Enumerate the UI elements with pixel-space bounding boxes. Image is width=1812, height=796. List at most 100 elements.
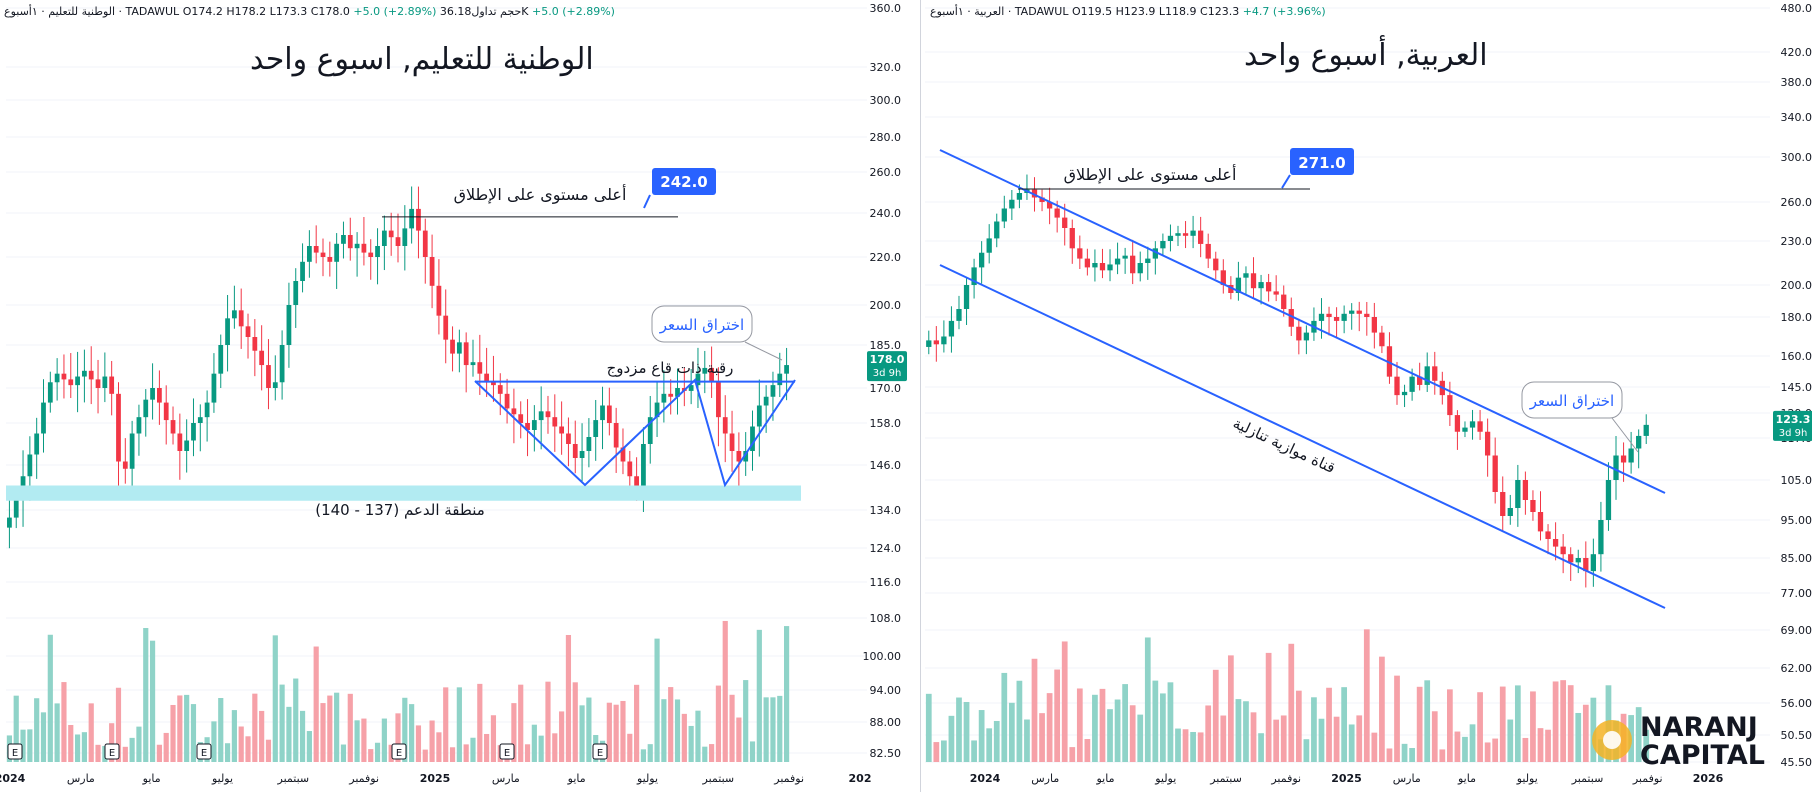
- volume-bar: [1213, 670, 1219, 762]
- candle-body: [266, 365, 271, 388]
- last-price-value: 178.0: [870, 353, 905, 366]
- candle-body: [62, 374, 67, 380]
- volume-bar: [573, 682, 578, 762]
- volume-bar: [1047, 693, 1053, 762]
- candle-body: [1644, 425, 1649, 436]
- double-bottom-pattern: [475, 380, 795, 485]
- volume-bar: [61, 682, 66, 762]
- volume-bar: [1575, 713, 1581, 762]
- left-change: +5.0 (+2.89%): [353, 5, 436, 18]
- volume-bar: [27, 729, 32, 762]
- candle-body: [1092, 263, 1097, 267]
- ath-badge-pointer: [1282, 175, 1290, 188]
- candle-body: [1598, 520, 1603, 554]
- volume-bar: [75, 734, 80, 762]
- candle-body: [157, 388, 162, 403]
- candle-body: [730, 434, 735, 452]
- candle-body: [1613, 456, 1618, 481]
- candle-body: [116, 394, 121, 462]
- volume-bar: [1560, 680, 1566, 762]
- candle-body: [1447, 395, 1452, 415]
- volume-bar: [695, 711, 700, 762]
- candle-body: [164, 403, 169, 421]
- left-high: H178.2: [226, 5, 266, 18]
- volume-bar: [1288, 644, 1294, 762]
- candle-body: [1508, 508, 1513, 516]
- volume-bar: [770, 697, 775, 762]
- candle-body: [1213, 259, 1218, 271]
- x-tick-label: مارس: [1031, 772, 1059, 785]
- volume-bar: [130, 738, 135, 762]
- volume-bar: [1273, 720, 1279, 762]
- volume-bar: [654, 639, 659, 762]
- channel-lower-line: [940, 265, 1665, 608]
- volume-bar: [280, 685, 285, 762]
- earnings-marker-label: E: [201, 748, 207, 759]
- candle-body: [341, 235, 346, 244]
- candle-body: [532, 420, 537, 430]
- left-volume-change: +5.0 (+2.89%): [532, 5, 615, 18]
- candle-body: [82, 371, 87, 377]
- candle-body: [273, 382, 278, 388]
- candle-body: [1485, 432, 1490, 456]
- candle-body: [382, 231, 387, 246]
- right-symbol: العربية · ١أسبوع · TADAWUL: [930, 5, 1068, 18]
- y-tick-label: 85.00: [1781, 552, 1812, 565]
- x-tick-label: مايو: [1096, 772, 1115, 785]
- volume-bar: [614, 705, 619, 762]
- candle-body: [416, 209, 421, 231]
- volume-bar: [994, 721, 1000, 762]
- volume-bar: [184, 695, 189, 762]
- volume-bar: [607, 703, 612, 762]
- candle-body: [437, 286, 442, 316]
- candle-body: [1198, 231, 1203, 244]
- y-tick-label: 50.50: [1781, 729, 1812, 742]
- volume-bar: [1304, 739, 1310, 762]
- candle-body: [280, 345, 285, 382]
- volume-bar: [1455, 732, 1461, 762]
- volume-bar: [423, 750, 428, 762]
- volume-bar: [675, 699, 680, 762]
- volume-bar: [429, 721, 434, 762]
- y-tick-label: 146.0: [870, 459, 902, 472]
- volume-bar: [764, 697, 769, 762]
- volume-bar: [1183, 729, 1189, 762]
- candle-body: [593, 420, 598, 437]
- volume-bar: [34, 698, 39, 762]
- volume-bar: [409, 704, 414, 762]
- volume-bar: [1220, 716, 1226, 762]
- y-tick-label: 300.0: [1781, 151, 1812, 164]
- volume-bar: [1175, 729, 1181, 762]
- left-symbol: الوطنية للتعليم · ١أسبوع · TADAWUL: [4, 5, 179, 18]
- candle-body: [1606, 480, 1611, 520]
- y-tick-label: 360.0: [870, 2, 902, 15]
- volume-bar: [579, 705, 584, 762]
- volume-bar: [784, 626, 789, 762]
- y-tick-label: 280.0: [870, 131, 902, 144]
- candle-body: [334, 244, 339, 262]
- candle-body: [225, 318, 230, 345]
- volume-bar: [1500, 687, 1506, 762]
- x-tick-label: نوفمبر: [348, 772, 379, 785]
- volume-bar: [1507, 720, 1513, 762]
- volume-bar: [539, 736, 544, 762]
- volume-bar: [1477, 692, 1483, 762]
- right-chart-title: العربية, أسبوع واحد: [1244, 38, 1488, 73]
- candle-body: [1515, 480, 1520, 508]
- volume-bar: [545, 682, 550, 762]
- candle-body: [89, 371, 94, 380]
- volume-bar: [491, 715, 496, 762]
- candle-body: [375, 246, 380, 257]
- volume-bar: [41, 712, 46, 762]
- x-tick-label: نوفمبر: [773, 772, 804, 785]
- candle-body: [1138, 263, 1143, 273]
- candle-body: [96, 379, 101, 388]
- volume-bar: [320, 703, 325, 762]
- volume-bar: [293, 679, 298, 762]
- volume-bar: [1258, 733, 1264, 762]
- candle-body: [1009, 200, 1014, 209]
- volume-bar: [211, 721, 216, 762]
- candle-body: [1394, 377, 1399, 395]
- volume-bar: [1017, 681, 1023, 762]
- candle-body: [1062, 218, 1067, 228]
